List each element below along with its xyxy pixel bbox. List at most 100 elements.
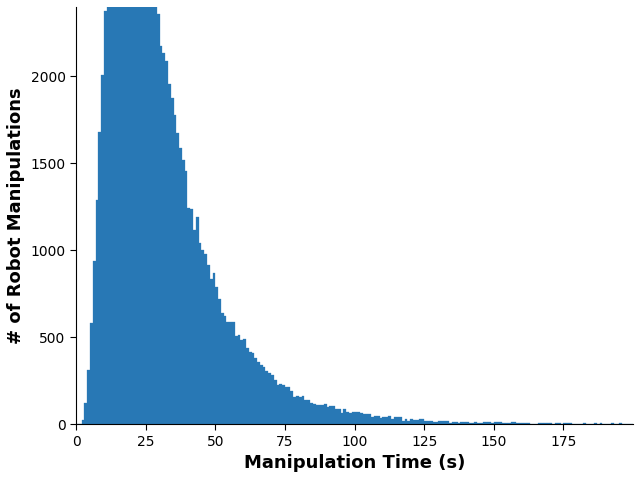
Bar — [112, 0, 115, 424]
Bar — [99, 132, 101, 424]
Bar — [455, 422, 458, 424]
Bar — [215, 287, 218, 424]
Bar — [619, 423, 622, 424]
Bar — [266, 371, 268, 424]
Bar — [421, 420, 424, 424]
Bar — [419, 419, 421, 424]
Y-axis label: # of Robot Manipulations: # of Robot Manipulations — [7, 87, 25, 344]
Bar — [257, 362, 260, 424]
Bar — [202, 250, 204, 424]
Bar — [93, 261, 95, 424]
Bar — [536, 423, 538, 424]
Bar — [262, 367, 266, 424]
Bar — [140, 0, 143, 424]
Bar — [552, 423, 555, 424]
Bar — [497, 422, 499, 424]
Bar — [382, 417, 385, 424]
Bar — [185, 171, 188, 424]
Bar — [458, 423, 460, 424]
Bar — [204, 254, 207, 424]
Bar — [480, 422, 483, 424]
Bar — [335, 410, 338, 424]
Bar — [463, 422, 466, 424]
Bar — [254, 357, 257, 424]
Bar — [171, 98, 173, 424]
Bar — [441, 421, 444, 424]
Bar — [84, 403, 87, 424]
Bar — [532, 423, 536, 424]
Bar — [338, 409, 340, 424]
X-axis label: Manipulation Time (s): Manipulation Time (s) — [244, 454, 465, 472]
Bar — [355, 412, 357, 424]
Bar — [413, 420, 416, 424]
Bar — [583, 423, 586, 424]
Bar — [316, 406, 318, 424]
Bar — [260, 365, 262, 424]
Bar — [104, 11, 107, 424]
Bar — [301, 397, 305, 424]
Bar — [555, 423, 558, 424]
Bar — [444, 421, 447, 424]
Bar — [616, 423, 619, 424]
Bar — [388, 416, 391, 424]
Bar — [452, 422, 455, 424]
Bar — [516, 423, 519, 424]
Bar — [494, 422, 497, 424]
Bar — [313, 404, 316, 424]
Bar — [146, 0, 148, 424]
Bar — [346, 412, 349, 424]
Bar — [190, 209, 193, 424]
Bar — [488, 422, 491, 424]
Bar — [541, 423, 544, 424]
Bar — [472, 423, 474, 424]
Bar — [365, 414, 369, 424]
Bar — [157, 14, 159, 424]
Bar — [310, 403, 313, 424]
Bar — [324, 404, 326, 424]
Bar — [522, 423, 524, 424]
Bar — [349, 413, 352, 424]
Bar — [120, 0, 124, 424]
Bar — [252, 354, 254, 424]
Bar — [134, 0, 138, 424]
Bar — [499, 422, 502, 424]
Bar — [558, 423, 561, 424]
Bar — [544, 423, 547, 424]
Bar — [408, 421, 410, 424]
Bar — [566, 423, 569, 424]
Bar — [491, 423, 494, 424]
Bar — [589, 423, 591, 424]
Bar — [218, 299, 221, 424]
Bar — [291, 391, 293, 424]
Bar — [360, 413, 363, 424]
Bar — [318, 405, 321, 424]
Bar — [429, 422, 433, 424]
Bar — [321, 406, 324, 424]
Bar — [427, 421, 429, 424]
Bar — [276, 385, 279, 424]
Bar — [143, 0, 146, 424]
Bar — [118, 0, 120, 424]
Bar — [101, 75, 104, 424]
Bar — [380, 418, 382, 424]
Bar — [433, 422, 435, 424]
Bar — [402, 421, 404, 424]
Bar — [246, 348, 249, 424]
Bar — [87, 370, 90, 424]
Bar — [95, 200, 99, 424]
Bar — [90, 323, 93, 424]
Bar — [511, 422, 513, 424]
Bar — [126, 0, 129, 424]
Bar — [193, 230, 196, 424]
Bar — [344, 409, 346, 424]
Bar — [394, 418, 396, 424]
Bar — [513, 422, 516, 424]
Bar — [410, 419, 413, 424]
Bar — [109, 0, 112, 424]
Bar — [468, 422, 472, 424]
Bar — [176, 134, 179, 424]
Bar — [404, 419, 408, 424]
Bar — [466, 422, 468, 424]
Bar — [563, 423, 566, 424]
Bar — [232, 322, 235, 424]
